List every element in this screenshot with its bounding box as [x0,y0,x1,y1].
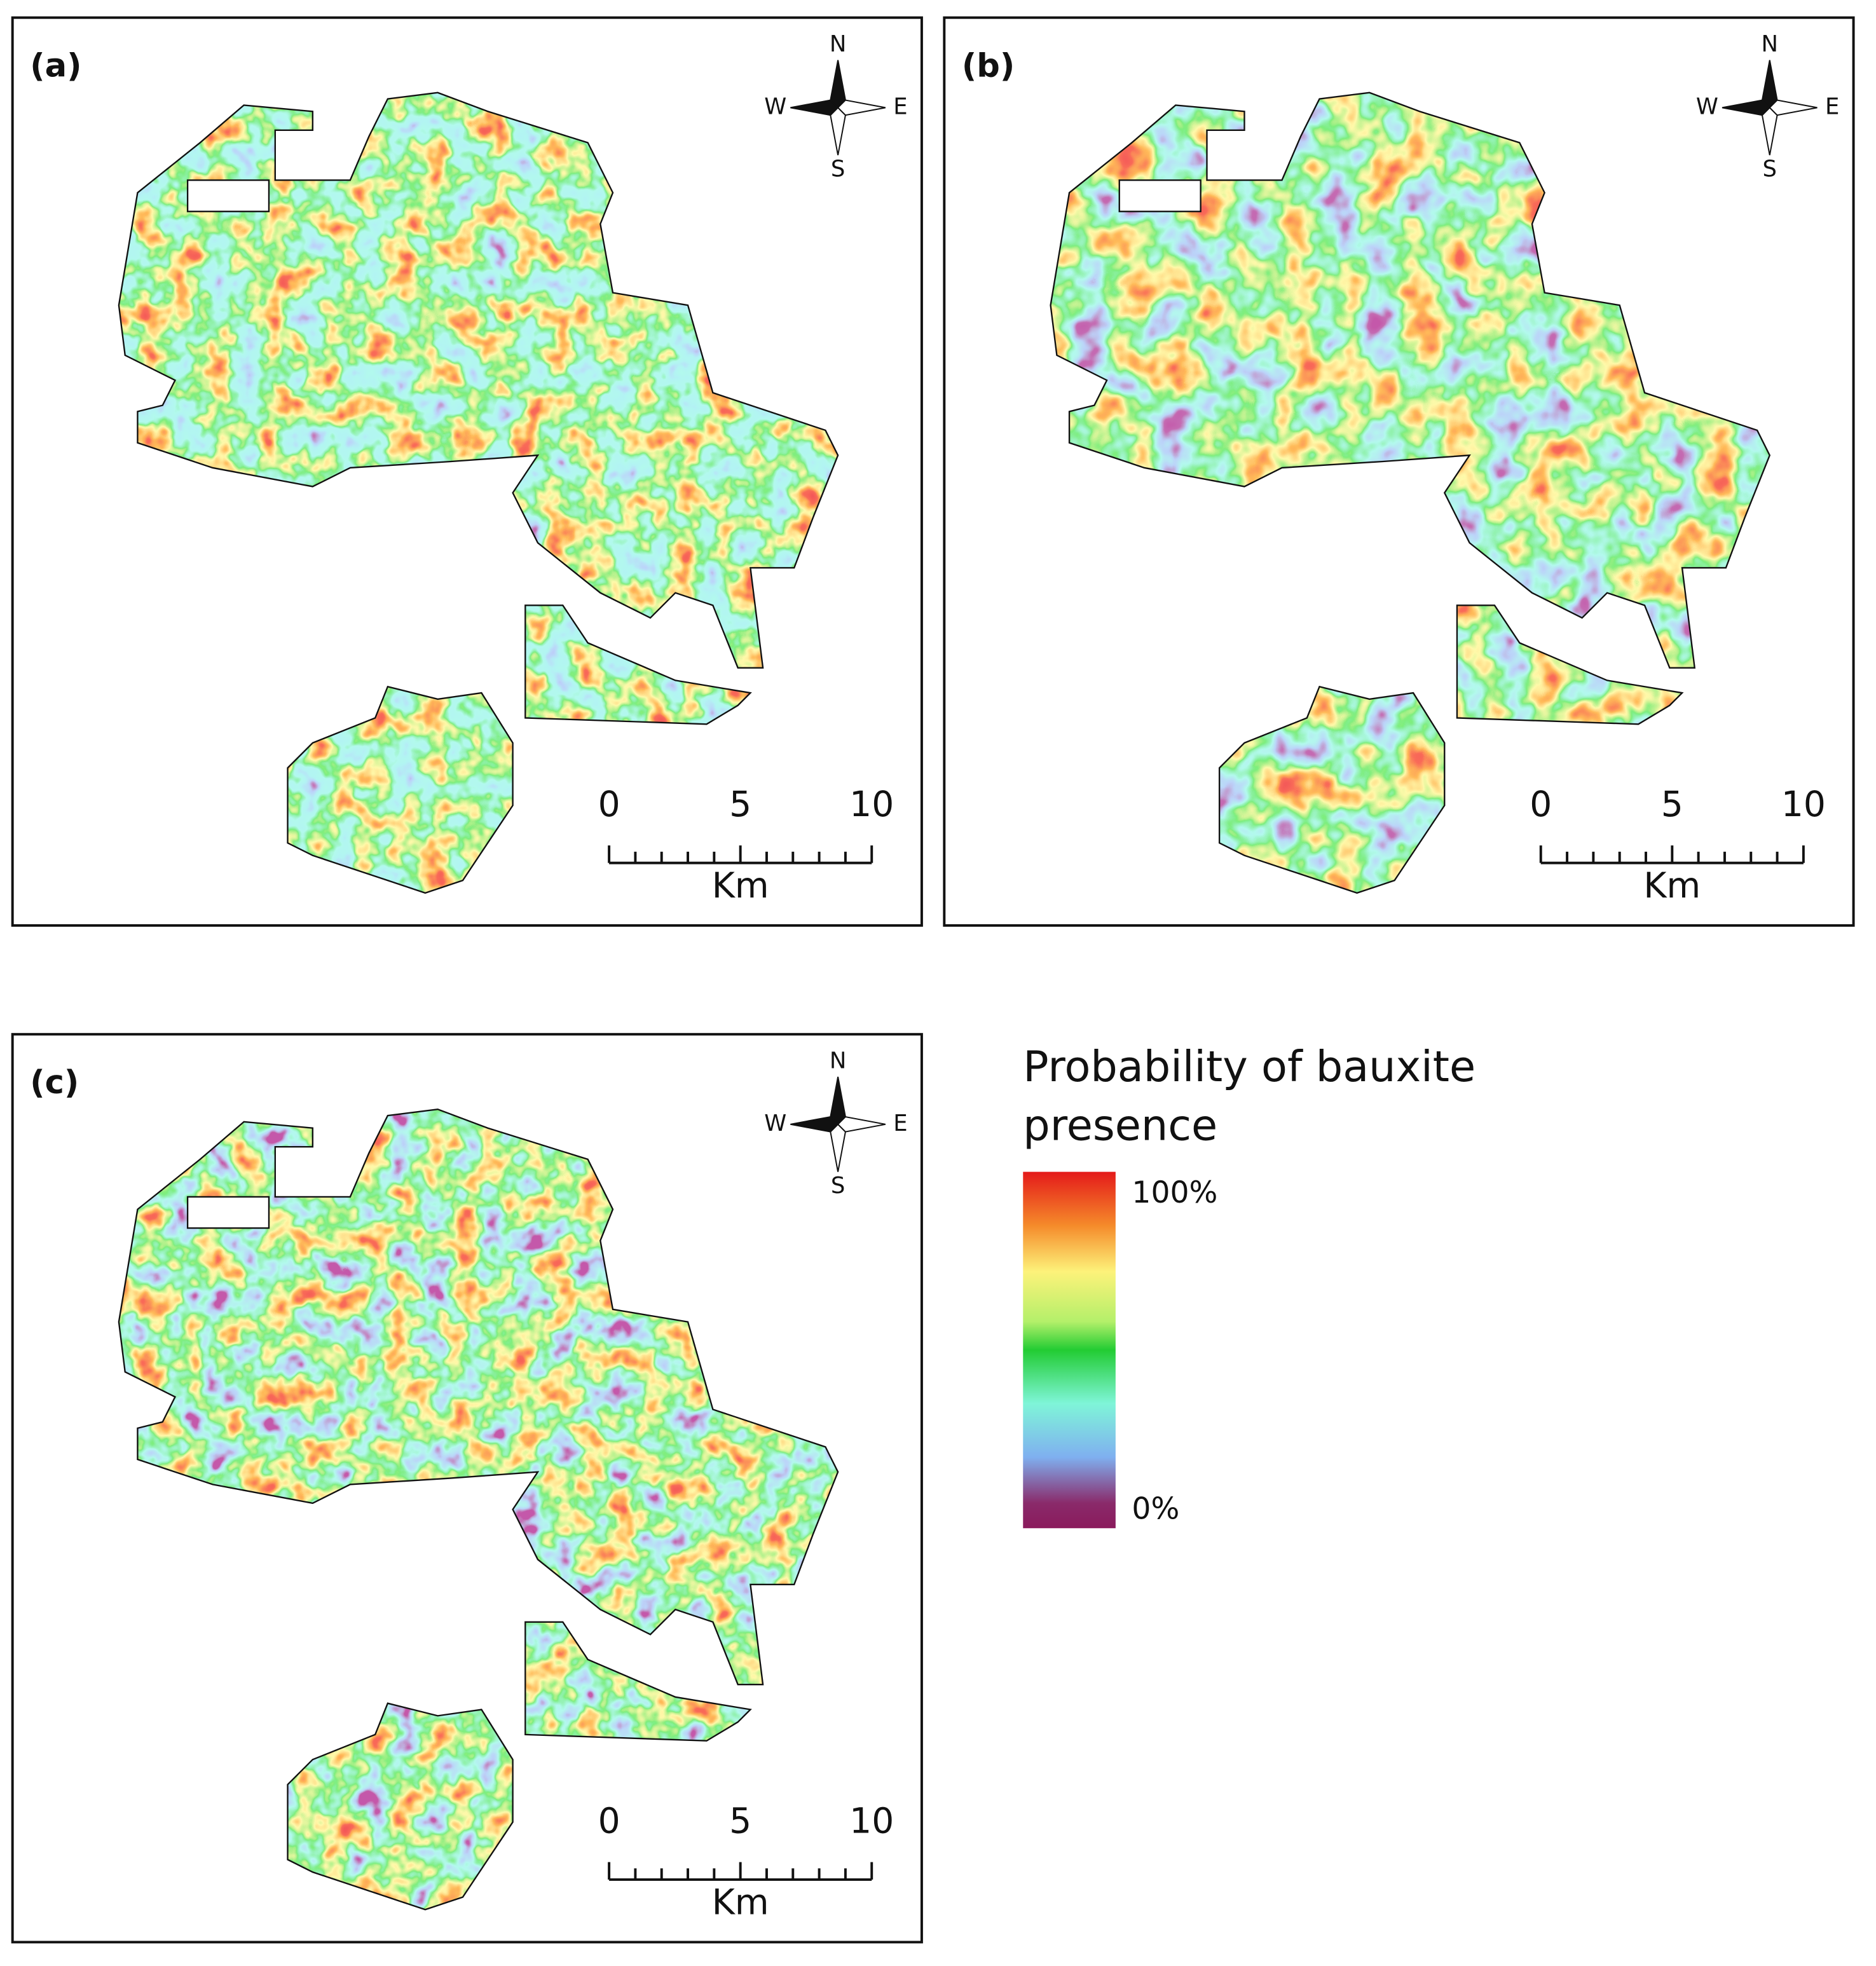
north-arrow [790,1076,886,1172]
map-panel: (b) N S W E 0 5 10 Km [943,16,1855,927]
scale-label: 5 [729,784,751,824]
scale-unit: Km [712,1882,769,1923]
compass-s: S [1763,156,1777,182]
compass-n: N [1762,31,1779,57]
panel-label: (c) [30,1064,79,1102]
compass-e: E [893,93,907,119]
compass-s: S [831,1173,845,1199]
panel-label: (b) [962,47,1015,85]
panel-label: (a) [30,47,81,85]
compass-n: N [830,1048,847,1074]
scale-label: 10 [849,1801,894,1841]
north-arrow [1722,60,1818,156]
compass-e: E [1825,93,1839,119]
compass-n: N [830,31,847,57]
scale-label: 10 [1781,784,1826,824]
scale-unit: Km [712,865,769,906]
scale-label: 0 [598,1801,620,1841]
legend-min: 0% [1132,1492,1179,1527]
scale-label: 0 [598,784,620,824]
map-panel: (a) N S W E 0 5 10 Km [11,16,923,927]
compass-s: S [831,156,845,182]
legend-max: 100% [1132,1175,1217,1210]
scale-label: 10 [849,784,894,824]
legend-title: presence [1023,1100,1217,1150]
legend-title: Probability of bauxite [1023,1042,1475,1091]
compass-w: W [1696,93,1718,119]
compass-w: W [764,93,786,119]
scale-label: 5 [729,1801,751,1841]
map-panel: (c) N S W E 0 5 10 Km [11,1033,923,1944]
color-bar [1023,1171,1116,1529]
scale-label: 0 [1530,784,1552,824]
scale-unit: Km [1643,865,1701,906]
compass-w: W [764,1110,786,1137]
north-arrow [790,60,886,156]
compass-e: E [893,1110,907,1137]
scale-label: 5 [1661,784,1683,824]
